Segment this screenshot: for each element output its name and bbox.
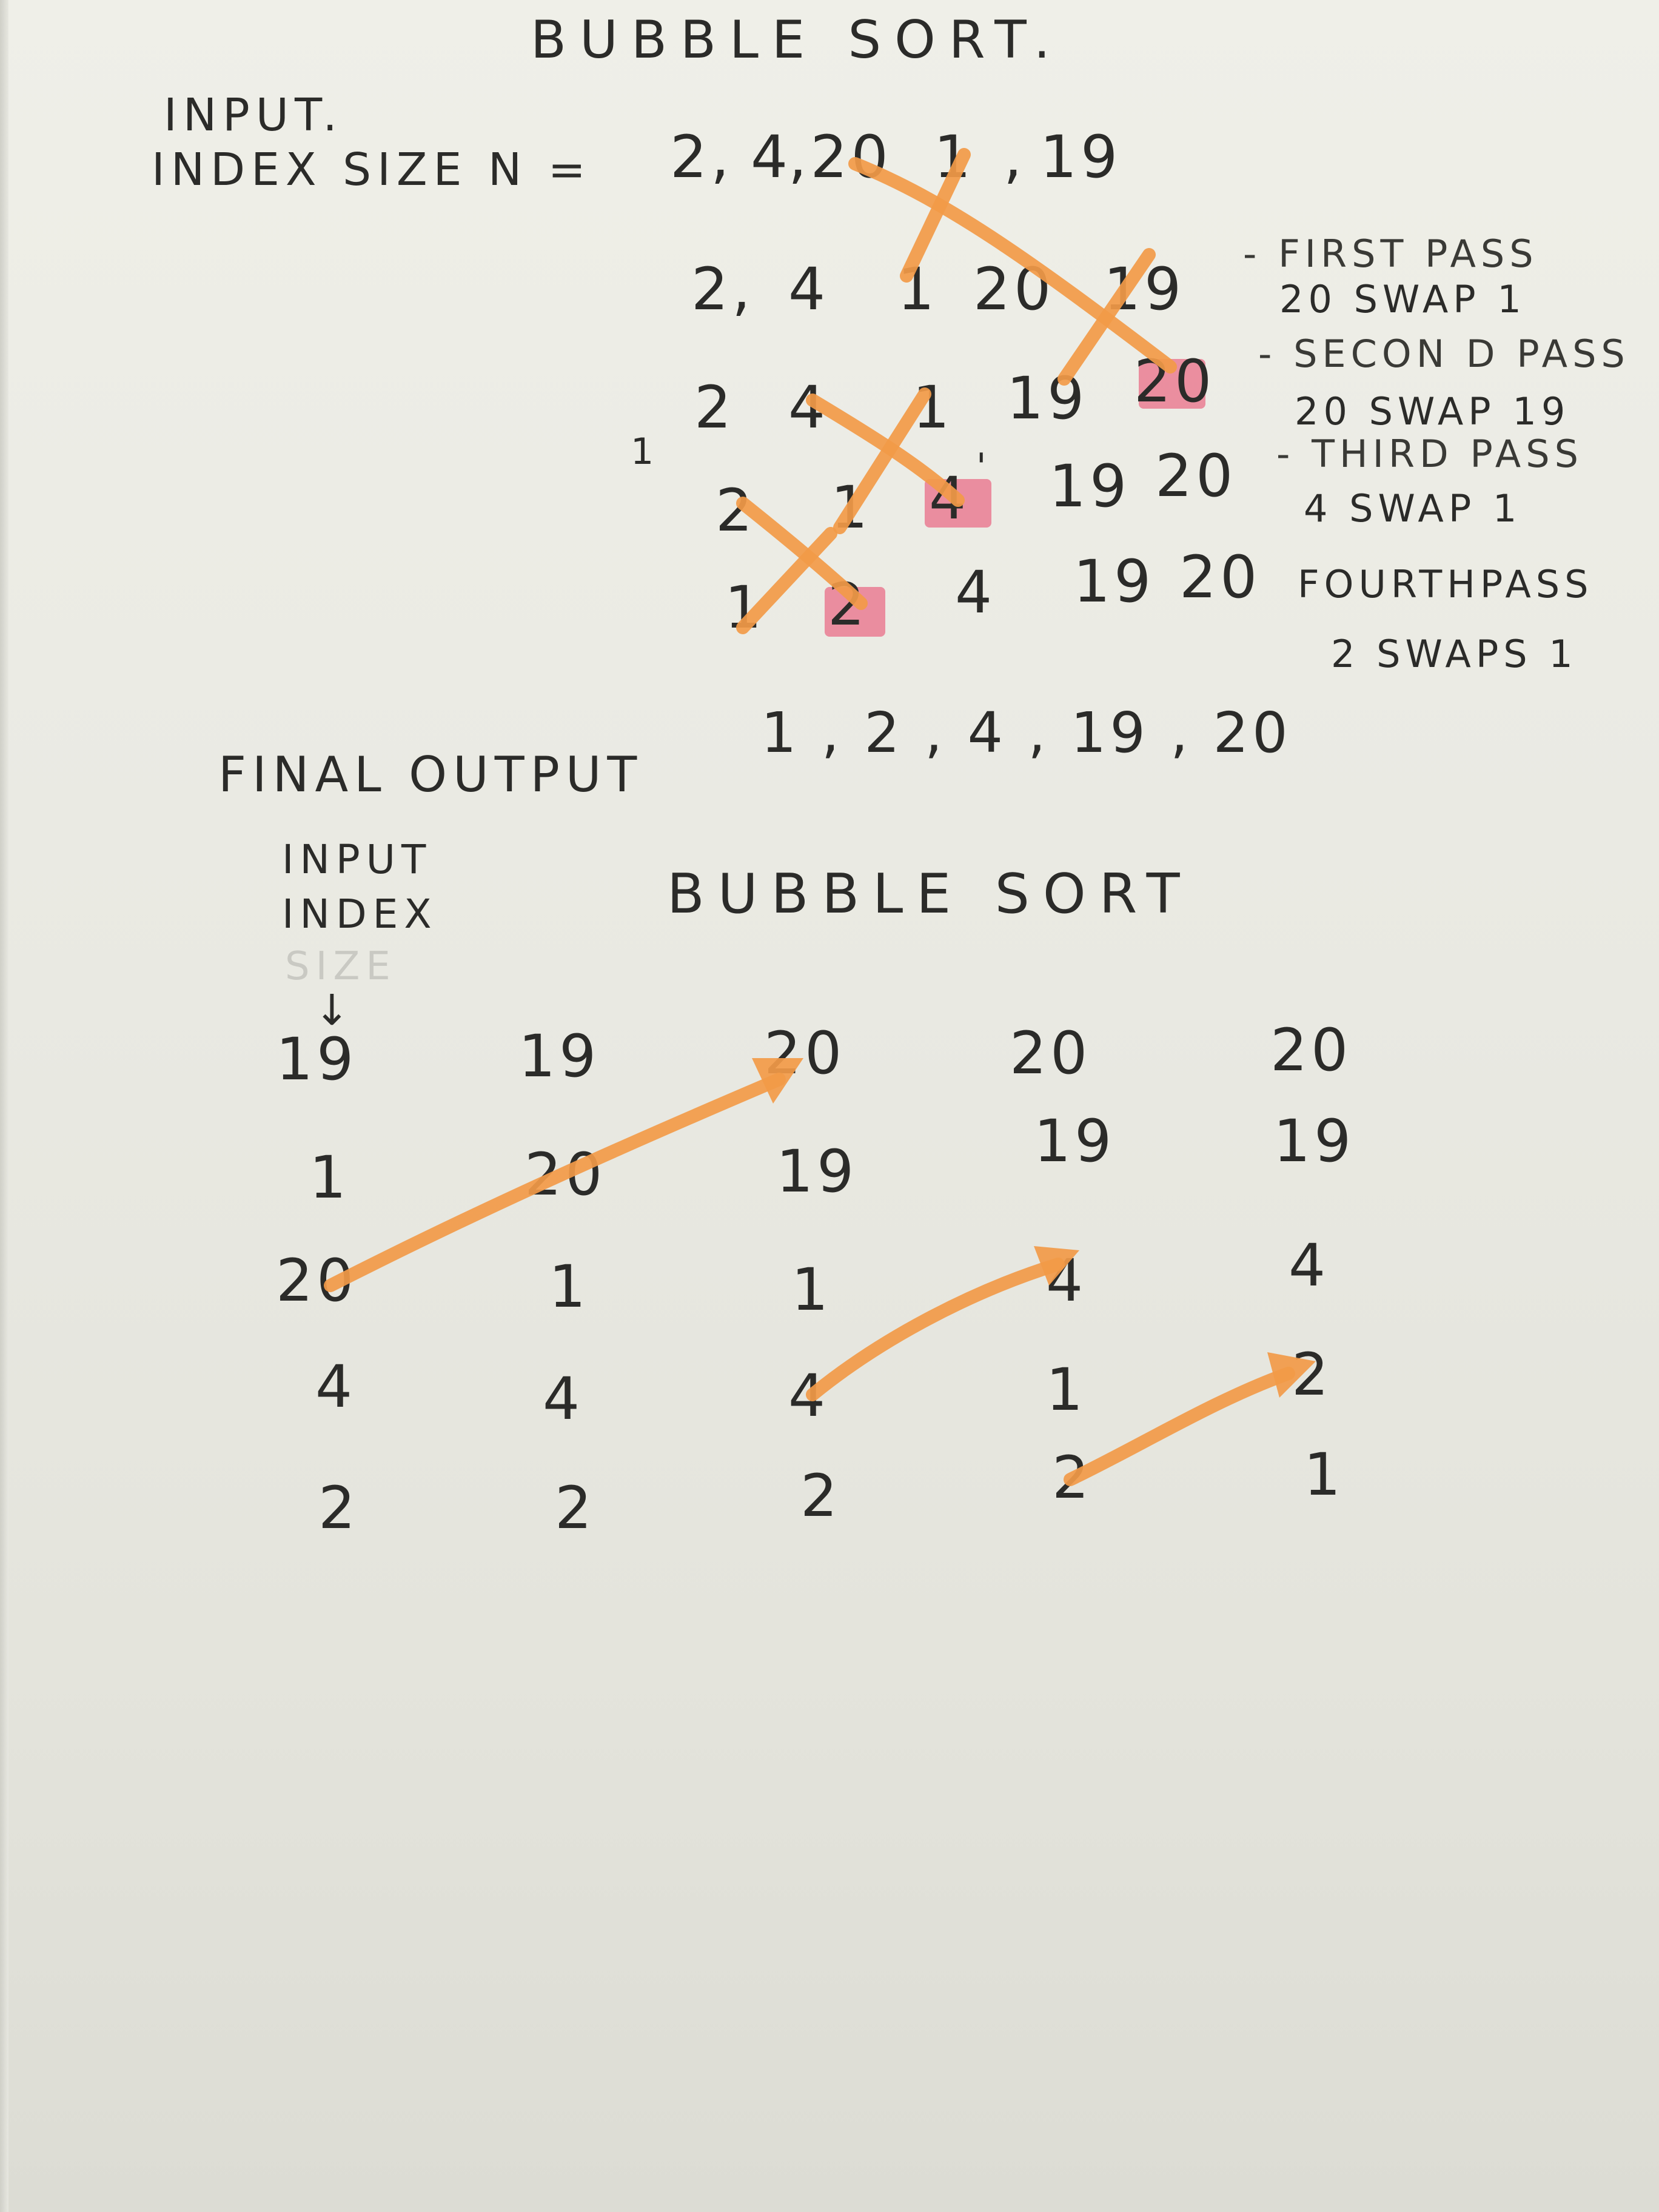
paper-edge [0, 0, 8, 2212]
swap-line [833, 387, 931, 534]
column-4: 20 19 4 1 2 [1010, 1019, 1115, 1512]
swap-line [1057, 248, 1156, 386]
swap-marks-top [736, 148, 1177, 634]
column-value: 1 [791, 1256, 832, 1324]
top-input-label: INPUT. [164, 89, 343, 141]
column-1: 19 1 20 4 2 [276, 1025, 359, 1542]
stray-mark: ' [976, 446, 990, 488]
input-value: ,20 [788, 123, 892, 191]
bottom-title: BUBBLE SORT [667, 862, 1193, 926]
final-output-label: FINAL OUTPUT [218, 746, 643, 803]
pass-notes: - FIRST PASS 20 SWAP 1 - SECON D PASS 20… [1243, 232, 1630, 676]
note-second-pass-detail: 20 SWAP 19 [1295, 389, 1570, 434]
swap-line [736, 527, 837, 634]
bottom-index-label: INDEX [282, 891, 438, 937]
top-title: BUBBLE SORT. [531, 10, 1064, 70]
column-value: 2 [555, 1474, 595, 1542]
highlight-20-pass2 [1139, 359, 1205, 409]
swap-arrows-bottom [324, 1058, 1316, 1486]
note-third-pass: - THIRD PASS [1276, 432, 1583, 476]
pass-3-value: 19 [1049, 452, 1130, 520]
bottom-size-label: SIZE [285, 944, 397, 989]
column-value: 1 [1304, 1441, 1344, 1509]
column-value: 1 [1046, 1356, 1087, 1424]
swap-arrow-line [324, 1073, 786, 1292]
column-value: 1 [309, 1144, 350, 1212]
final-output-values: 1 , 2 , 4 , 19 , 20 [761, 700, 1292, 765]
note-fourth-pass-detail: 2 SWAPS 1 [1331, 632, 1578, 676]
pass-4-value: 20 [1179, 543, 1261, 611]
pass-2-value: 20 [1134, 347, 1215, 415]
column-2: 19 20 1 4 2 [518, 1022, 602, 1542]
swap-line [848, 157, 1177, 374]
arrowhead-icon [752, 1058, 803, 1104]
input-value: 2, [670, 123, 733, 191]
input-value: 4 [751, 123, 791, 191]
note-third-pass-detail: 4 SWAP 1 [1304, 486, 1521, 531]
note-first-pass-detail: 20 SWAP 1 [1279, 277, 1526, 321]
column-value: 19 [1034, 1107, 1115, 1175]
note-second-pass: - SECON D PASS [1258, 332, 1630, 376]
note-first-pass: - FIRST PASS [1243, 232, 1538, 276]
column-value: 20 [1010, 1019, 1091, 1087]
down-arrow-icon: ↓ [314, 985, 354, 1035]
top-index-label: INDEX SIZE N = [152, 144, 592, 196]
pass-3-value: 20 [1155, 442, 1236, 510]
input-value: 19 [1040, 123, 1121, 191]
column-value: 1 [549, 1253, 589, 1321]
column-value: 20 [1270, 1016, 1352, 1084]
column-value: 19 [1273, 1107, 1355, 1175]
pass-2-value: 19 [1007, 364, 1088, 432]
column-value: 19 [518, 1022, 600, 1090]
swap-line [900, 148, 971, 283]
column-value: 4 [543, 1365, 583, 1433]
column-value: 2 [800, 1462, 841, 1530]
pass-4-value: 19 [1073, 548, 1155, 615]
column-value: 19 [276, 1025, 357, 1093]
arrowhead-icon [1034, 1246, 1079, 1285]
column-value: 2 [318, 1474, 359, 1542]
column-5: 20 19 4 2 1 [1270, 1016, 1355, 1509]
pass-1-value: 2, [691, 255, 754, 323]
input-value: , [1004, 123, 1026, 191]
swap-arrow-line [806, 1258, 1065, 1401]
pass-3-row: 2 1 4 19 20 [716, 442, 1236, 545]
stray-mark: 1 [631, 431, 657, 473]
pass-1-value: 4 [788, 255, 829, 323]
column-value: 19 [776, 1138, 857, 1205]
arrowhead-icon [1267, 1352, 1316, 1398]
pass-4-value: 4 [955, 558, 996, 626]
highlight-2-pass4 [825, 587, 885, 637]
note-fourth-pass: FOURTHPASS [1298, 562, 1593, 606]
bottom-input-label: INPUT [282, 836, 432, 883]
pass-2-row: 2 4 1 19 20 [694, 347, 1215, 441]
column-value: 4 [315, 1353, 356, 1421]
swap-arrow-line [1064, 1367, 1295, 1486]
pass-2-value: 2 [694, 374, 735, 441]
column-value: 4 [1289, 1232, 1329, 1299]
